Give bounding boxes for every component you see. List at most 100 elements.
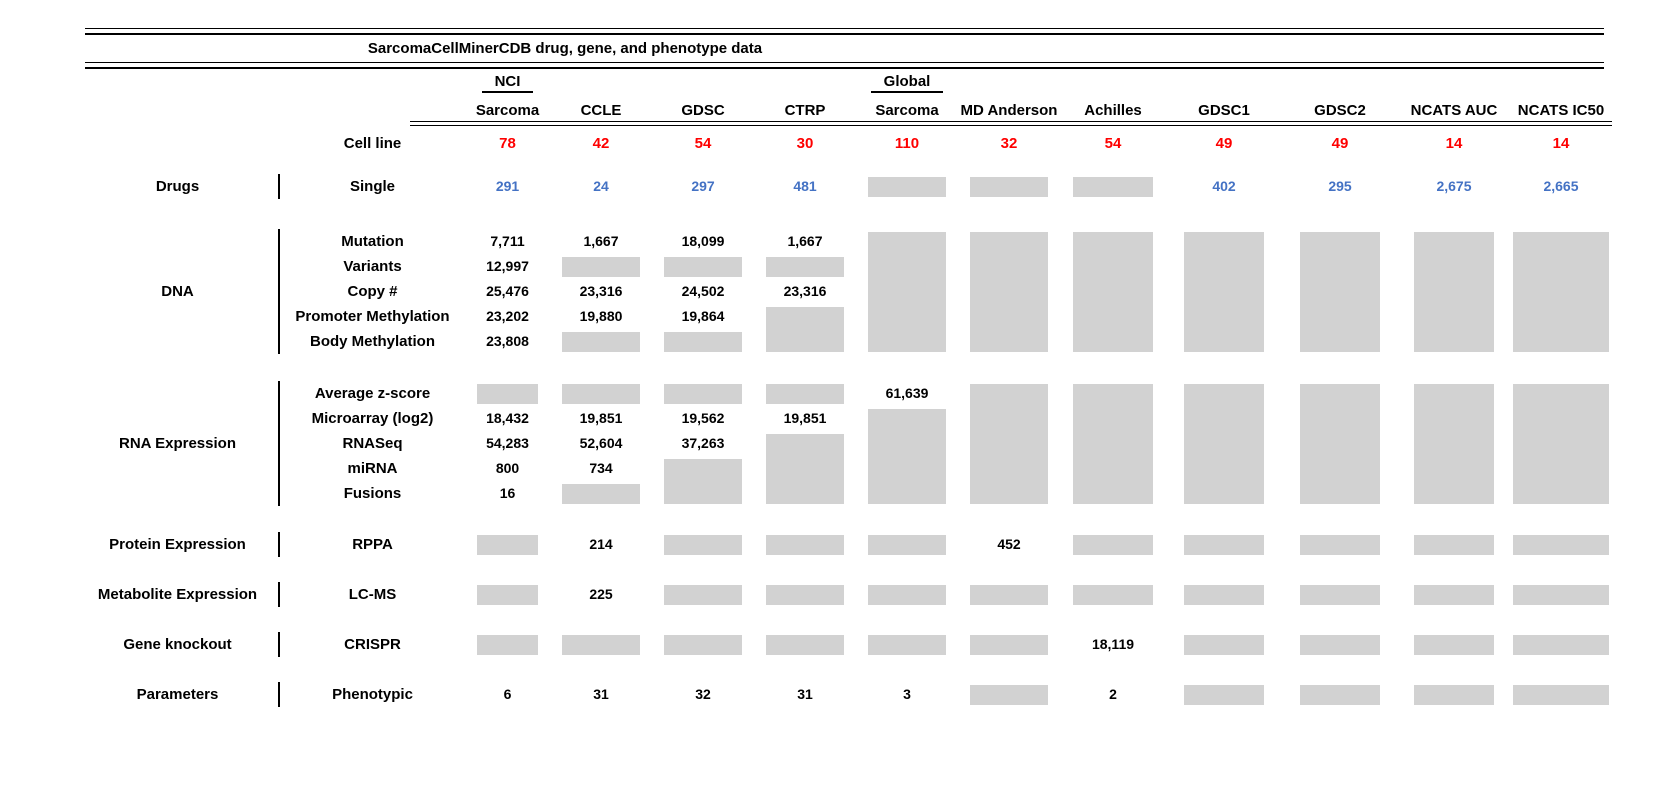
missing-data-box-wrap [1060,582,1166,607]
missing-data-box-wrap [1282,381,1398,506]
missing-data-box-wrap [465,532,550,557]
missing-data-box [562,331,640,352]
section-divider-line [278,632,280,657]
missing-data-box-wrap [652,329,754,354]
missing-data-box-wrap [550,381,652,406]
data-column [754,532,856,557]
data-column [465,532,550,557]
section-category: Parameters [136,686,219,703]
data-column [1510,381,1612,506]
missing-data-box-wrap [754,304,856,354]
section-data: 225 [465,582,1612,607]
data-value: 19,864 [681,308,725,324]
data-column [958,174,1060,199]
missing-data-box-wrap [754,532,856,557]
data-column [1510,532,1612,557]
missing-data-box [477,534,538,555]
data-column: 2 [1060,682,1166,707]
data-column [1282,229,1398,354]
missing-data-box-wrap [652,532,754,557]
section-gene-knockout: Gene knockout CRISPR 18,119 [85,632,1612,657]
data-value: 18,099 [681,233,725,249]
missing-data-box-wrap [856,532,958,557]
row-label: RPPA [352,536,393,553]
missing-data-box-wrap [958,682,1060,707]
missing-data-box-wrap [1510,582,1612,607]
missing-data-box-wrap [958,632,1060,657]
missing-data-box-wrap [1166,381,1282,506]
row-label: Fusions [343,485,402,502]
section-data: 18,119 [465,632,1612,657]
missing-data-box [477,383,538,404]
section-protein-expression: Protein Expression RPPA 214 452 [85,532,1612,557]
missing-data-box [1073,534,1153,555]
missing-data-box [1513,634,1609,655]
missing-data-box-wrap [856,229,958,354]
data-value: 3 [903,686,911,702]
row-label: CRISPR [344,636,401,653]
missing-data-box-wrap [652,632,754,657]
cell-line-count: 32 [1000,134,1018,152]
missing-data-box [970,383,1048,504]
data-value: 52,604 [579,435,623,451]
data-column [1282,682,1398,707]
row-label: Average z-score [314,385,431,402]
section-row-labels: LC-MS [280,582,465,607]
column-header: GDSC2 [1314,102,1366,119]
column-header: Sarcoma [475,102,540,119]
data-value: 800 [495,460,520,476]
data-column: 1,667 23,316 19,880 [550,229,652,354]
data-column [1166,582,1282,607]
data-value: 31 [593,686,609,702]
row-label: miRNA [347,460,398,477]
missing-data-box [1073,231,1153,352]
missing-data-box [562,383,640,404]
data-column: 481 [754,174,856,199]
missing-data-box [1073,584,1153,605]
data-column [1166,229,1282,354]
column-header: NCATS AUC [1410,102,1498,119]
missing-data-box-wrap [754,381,856,406]
missing-data-box [1513,231,1609,352]
data-column [1060,532,1166,557]
missing-data-box [1513,383,1609,504]
missing-data-box-wrap [1166,682,1282,707]
column-header: NCATS IC50 [1517,102,1605,119]
missing-data-box-wrap [465,381,550,406]
title-row: SarcomaCellMinerCDB drug, gene, and phen… [85,35,1604,62]
data-column [1398,682,1510,707]
data-column [1282,381,1398,506]
column-header: MD Anderson [960,102,1058,119]
data-column: 7,711 12,997 25,476 23,202 23,808 [465,229,550,354]
missing-data-box [766,534,844,555]
data-availability-table: NCI Global Sarcoma CCLE GDSC CTRP Sarcoma MD An… [85,69,1612,707]
section-drugs: Drugs Single 291 24 297 481 402 295 2,675 2,665 [85,174,1612,199]
missing-data-box-wrap [1510,682,1612,707]
data-value: 23,808 [486,333,529,349]
missing-data-box-wrap [1398,582,1510,607]
missing-data-box-wrap [1282,582,1398,607]
section-row-labels: Mutation Variants Copy # Promoter Methylati… [280,229,465,354]
data-column: 2,665 [1510,174,1612,199]
data-value: 297 [691,178,715,194]
row-label: Body Methylation [309,333,435,350]
data-column [958,682,1060,707]
data-column [550,632,652,657]
section-divider-line [278,381,280,506]
missing-data-box-wrap [1060,174,1166,199]
missing-data-box-wrap [465,632,550,657]
missing-data-box-wrap [1510,381,1612,506]
data-value: 23,316 [579,283,623,299]
missing-data-box [868,584,946,605]
missing-data-box-wrap [1166,582,1282,607]
data-value: 25,476 [486,283,529,299]
data-column: 291 [465,174,550,199]
row-label: RNASeq [342,435,403,452]
data-column: 19,562 37,263 [652,381,754,506]
data-column: 18,119 [1060,632,1166,657]
section-category: Metabolite Expression [97,586,258,603]
cell-line-row: Cell line 78 42 54 30 110 32 54 49 49 14 14 [85,126,1612,158]
missing-data-box [766,383,844,404]
missing-data-box [766,256,844,277]
missing-data-box-wrap [1398,632,1510,657]
